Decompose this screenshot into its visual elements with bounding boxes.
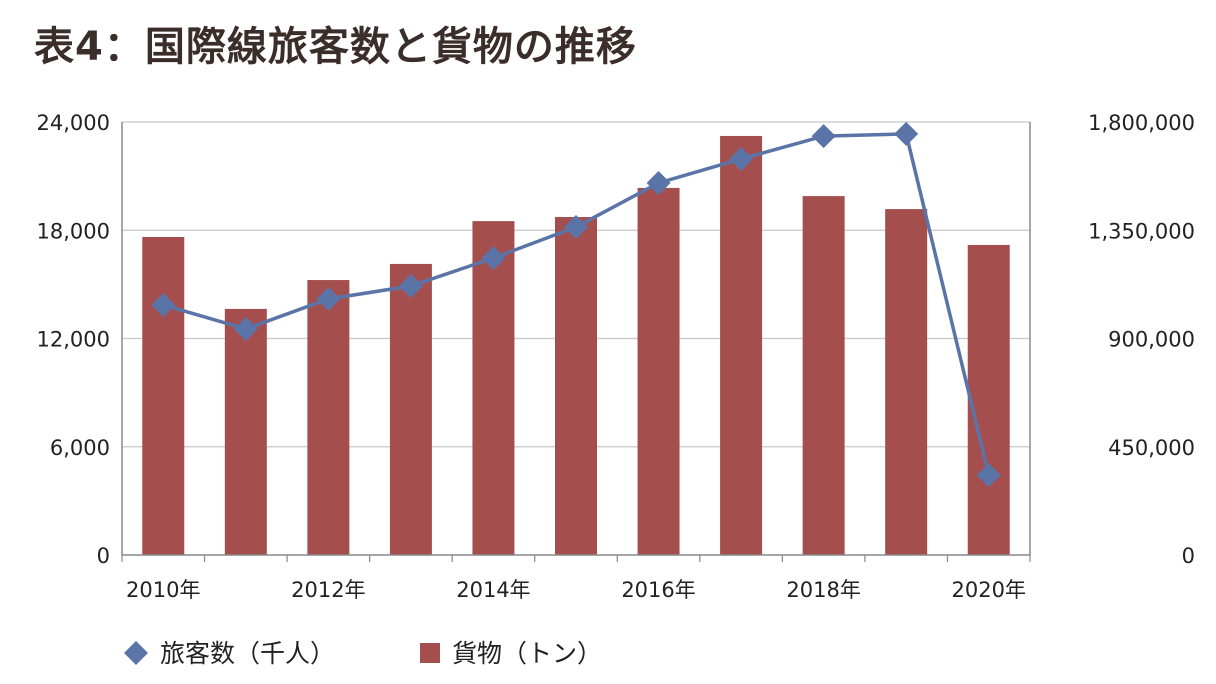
line-marker-2017年 xyxy=(729,146,754,171)
x-tick-label: 2010年 xyxy=(126,578,200,602)
bar-2012年 xyxy=(307,280,350,555)
bar-2018年 xyxy=(802,196,845,555)
right-tick-label: 450,000 xyxy=(1108,436,1195,460)
right-tick-label: 900,000 xyxy=(1108,328,1195,352)
bar-2019年 xyxy=(885,209,928,555)
left-tick-label: 6,000 xyxy=(50,436,110,460)
line-marker-2014年 xyxy=(481,246,506,271)
bar-2015年 xyxy=(555,217,597,555)
x-tick-label: 2012年 xyxy=(291,578,365,602)
bar-2014年 xyxy=(472,221,515,555)
line-marker-2013年 xyxy=(398,273,423,298)
x-tick-label: 2016年 xyxy=(621,578,695,602)
line-marker-2020年 xyxy=(976,463,1001,488)
x-tick-label: 2014年 xyxy=(456,578,530,602)
left-tick-label: 12,000 xyxy=(37,328,110,352)
left-tick-label: 24,000 xyxy=(37,111,110,135)
left-tick-label: 18,000 xyxy=(37,219,110,243)
legend-marker-square xyxy=(420,643,440,663)
legend-label: 旅客数（千人） xyxy=(160,639,335,668)
bar-2017年 xyxy=(720,135,763,556)
bar-2013年 xyxy=(389,263,432,555)
line-marker-2019年 xyxy=(894,121,919,146)
chart-title: 表4：国際線旅客数と貨物の推移 xyxy=(34,24,637,70)
left-tick-label: 0 xyxy=(97,544,110,568)
right-tick-label: 1,800,000 xyxy=(1088,111,1195,135)
line-marker-2016年 xyxy=(646,170,671,195)
legend-label: 貨物（トン） xyxy=(452,639,602,668)
bar-2010年 xyxy=(142,236,185,556)
right-tick-label: 0 xyxy=(1182,544,1195,568)
line-marker-2010年 xyxy=(151,292,176,317)
line-marker-2018年 xyxy=(811,124,836,149)
line-marker-2015年 xyxy=(564,215,588,240)
x-tick-label: 2018年 xyxy=(786,578,860,602)
bar-2020年 xyxy=(967,244,1010,555)
bar-2016年 xyxy=(637,187,680,555)
line-marker-2012年 xyxy=(316,286,341,311)
right-tick-label: 1,350,000 xyxy=(1088,219,1195,243)
legend-marker-diamond xyxy=(124,641,148,665)
x-tick-label: 2020年 xyxy=(952,578,1026,602)
line-marker-2011年 xyxy=(233,316,258,341)
bar-2011年 xyxy=(224,308,267,555)
